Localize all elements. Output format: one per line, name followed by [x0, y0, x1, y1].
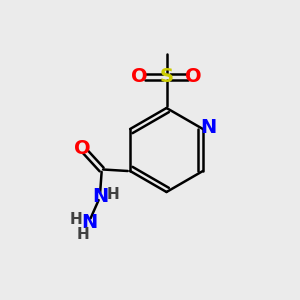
Text: N: N: [92, 187, 108, 206]
Text: N: N: [200, 118, 216, 137]
Text: H: H: [77, 227, 89, 242]
Text: O: O: [185, 67, 202, 86]
Text: H: H: [70, 212, 83, 226]
Text: O: O: [74, 139, 91, 158]
Text: N: N: [81, 212, 97, 232]
Text: O: O: [131, 67, 148, 86]
Text: H: H: [106, 187, 119, 202]
Text: S: S: [160, 67, 173, 86]
